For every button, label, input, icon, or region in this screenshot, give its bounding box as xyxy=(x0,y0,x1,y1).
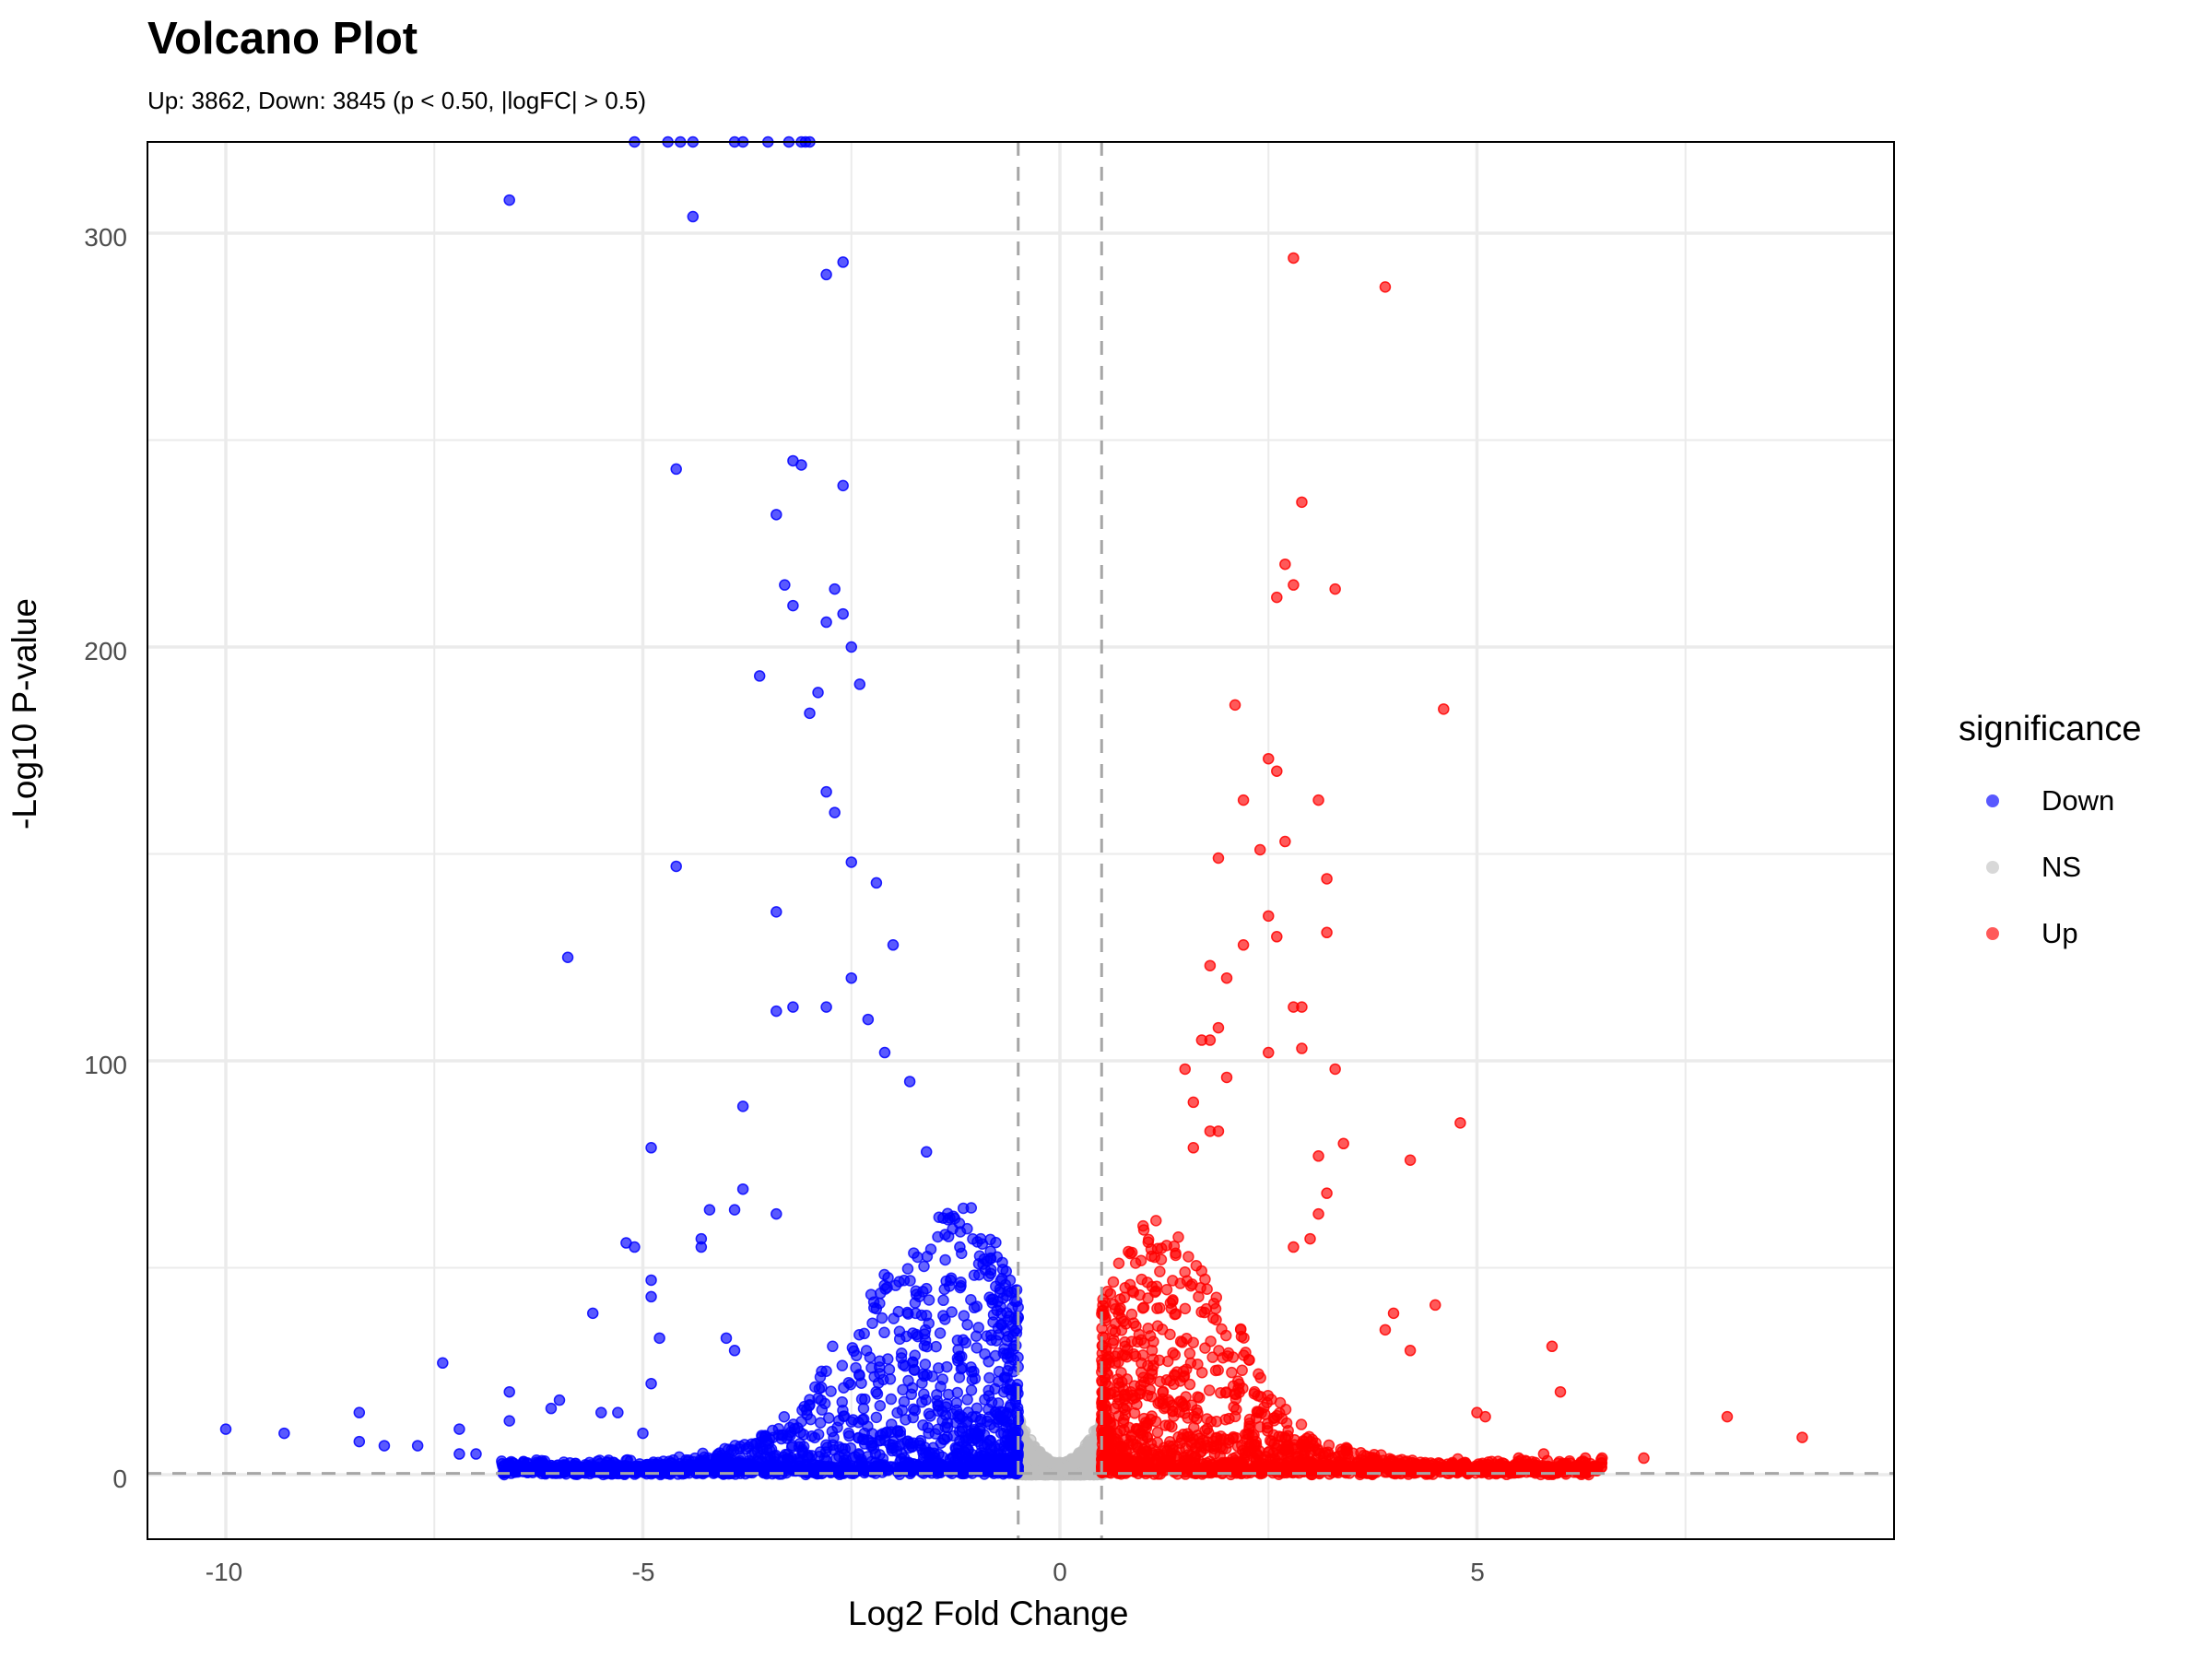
legend-item-up: Up xyxy=(1959,900,2142,967)
y-axis-label: -Log10 P-value xyxy=(6,598,43,830)
legend-dot-icon xyxy=(1986,861,1999,874)
panel-border xyxy=(147,141,1895,1540)
y-tick-label: 300 xyxy=(84,223,127,252)
chart-title: Volcano Plot xyxy=(147,14,418,64)
legend: significance Down NS Up xyxy=(1959,710,2142,967)
x-tick-label: 0 xyxy=(1053,1558,1067,1586)
legend-label: NS xyxy=(2041,851,2082,883)
x-tick-label: -5 xyxy=(631,1558,655,1586)
y-tick-label: 200 xyxy=(84,637,127,665)
legend-item-ns: NS xyxy=(1959,834,2142,900)
legend-label: Down xyxy=(2041,784,2115,817)
chart-subtitle: Up: 3862, Down: 3845 (p < 0.50, |logFC| … xyxy=(147,87,647,114)
x-tick-label: 5 xyxy=(1470,1558,1485,1586)
y-tick-label: 0 xyxy=(112,1465,127,1493)
legend-dot-icon xyxy=(1986,927,1999,940)
legend-label: Up xyxy=(2041,917,2078,949)
legend-title: significance xyxy=(1959,710,2142,748)
legend-item-down: Down xyxy=(1959,768,2142,834)
legend-dot-icon xyxy=(1986,794,1999,807)
x-axis-label: Log2 Fold Change xyxy=(848,1594,1129,1632)
y-tick-label: 100 xyxy=(84,1051,127,1079)
x-tick-label: -10 xyxy=(205,1558,243,1586)
data-points xyxy=(219,135,1808,1481)
threshold-lines xyxy=(147,142,1894,1539)
